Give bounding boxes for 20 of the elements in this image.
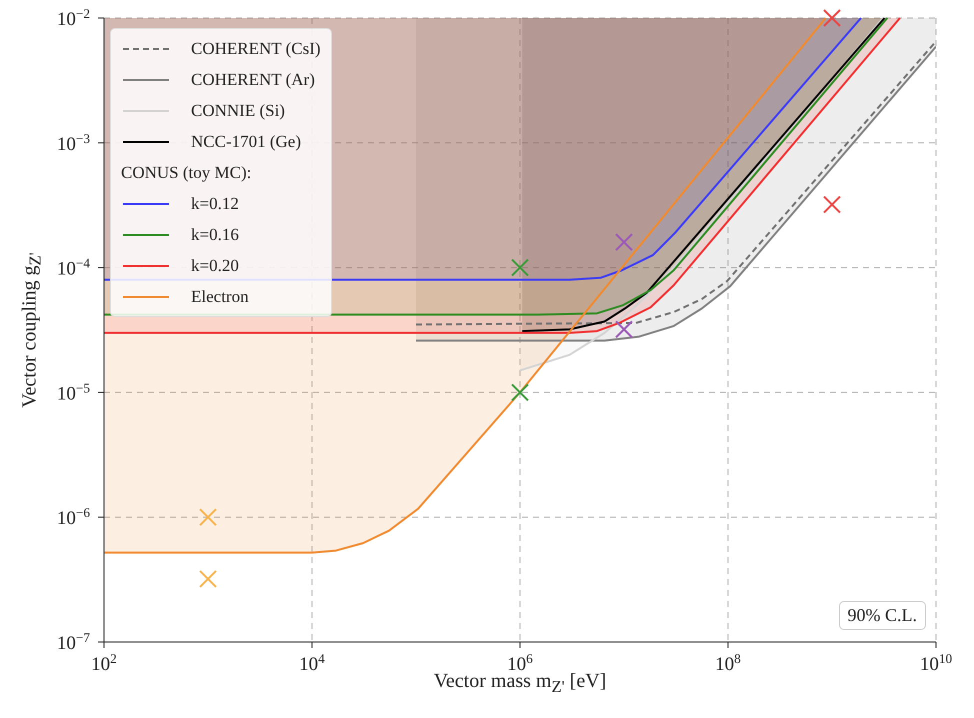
y-tick-label: 10$^{−7}$ — [56, 630, 90, 654]
legend-label: k=0.20 — [191, 256, 239, 276]
x-tick-label: 10$^{4}$ — [299, 650, 326, 675]
legend-title: CONUS (toy MC): — [121, 162, 252, 184]
x-tick-label: 10$^{10}$ — [920, 650, 952, 675]
legend-label: NCC-1701 (Ge) — [191, 132, 302, 152]
y-tick-label: 10$^{−6}$ — [56, 504, 90, 530]
legend-label: COHERENT (Ar) — [191, 70, 315, 90]
legend-label: k=0.12 — [191, 194, 239, 214]
legend-label: Electron — [191, 286, 249, 306]
x-tick-label: 10$^{2}$ — [91, 650, 117, 675]
y-tick-label: 10$^{−2}$ — [56, 6, 90, 30]
legend-label: COHERENT (CsI) — [191, 38, 321, 58]
x-tick-label: 10$^{8}$ — [715, 650, 742, 675]
y-tick-label: 10$^{−3}$ — [56, 130, 90, 155]
annotation: 90% C.L. — [838, 601, 926, 630]
y-tick-label: 10$^{−4}$ — [56, 255, 90, 280]
legend-label: k=0.16 — [191, 224, 239, 244]
legend-label: CONNIE (Si) — [191, 100, 285, 120]
y-tick-label: 10$^{−5}$ — [56, 380, 90, 404]
